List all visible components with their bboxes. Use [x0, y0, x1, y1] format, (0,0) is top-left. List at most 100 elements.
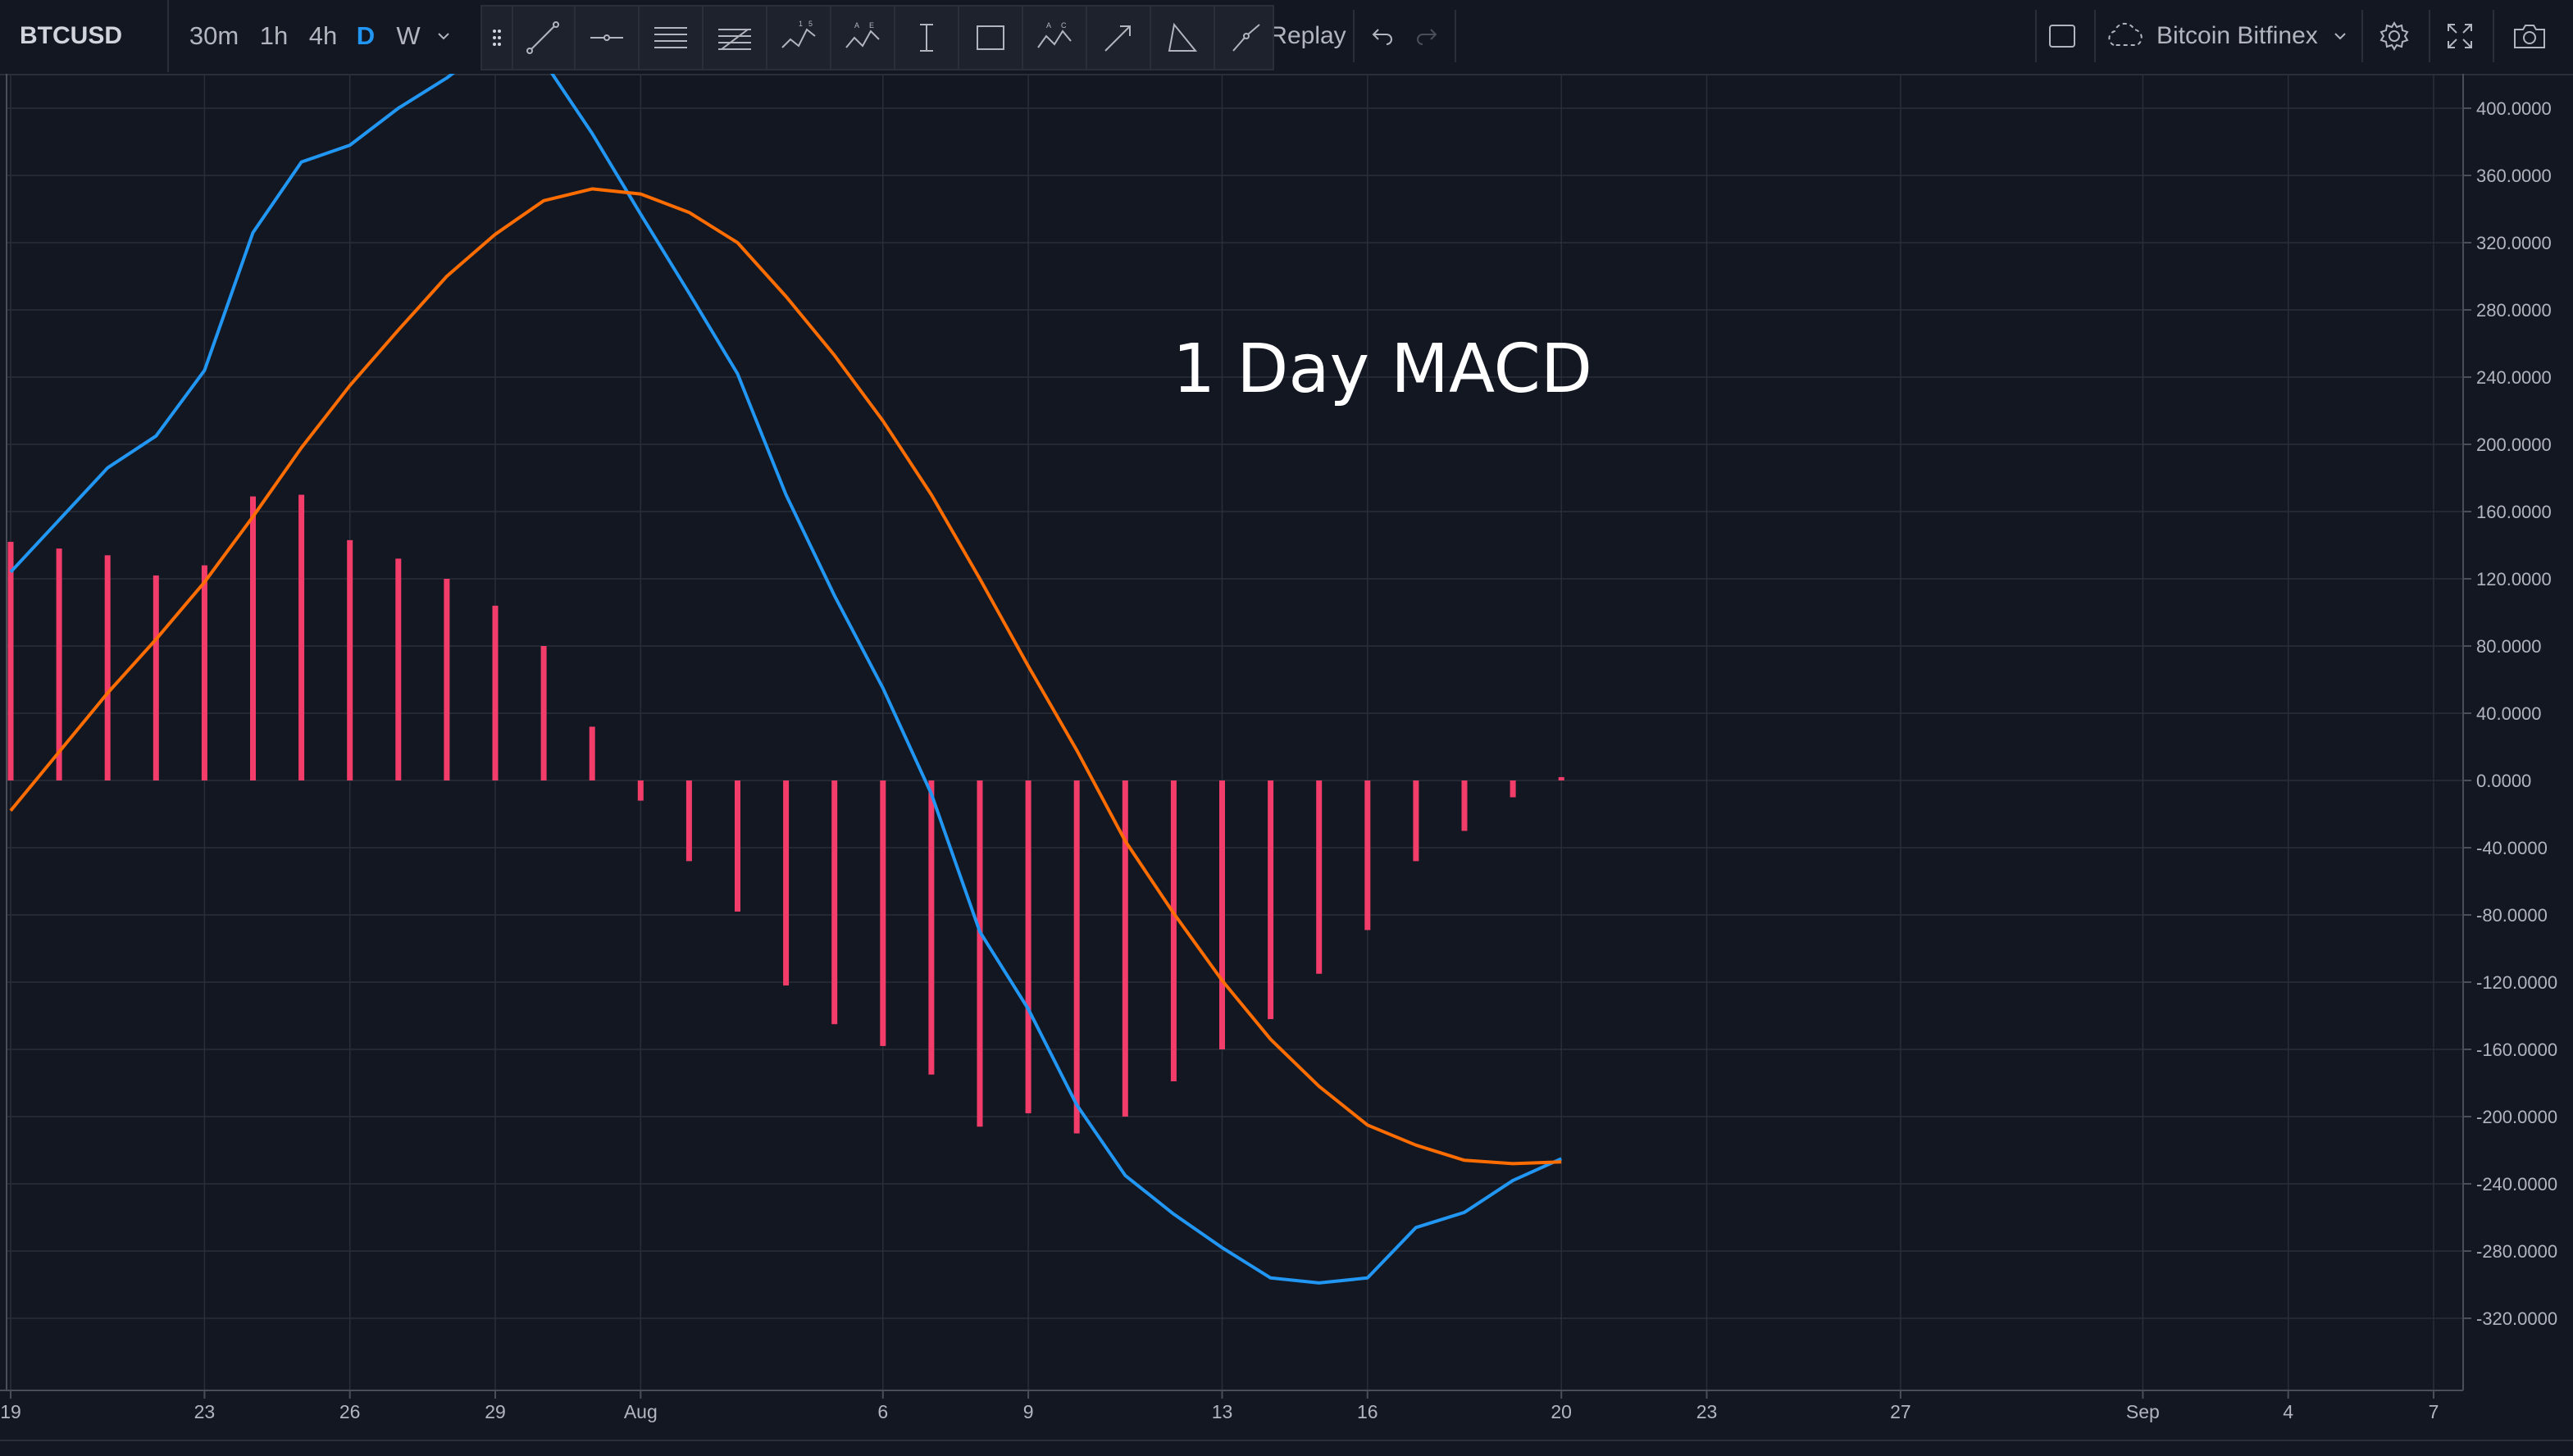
x-tick-label: 16: [1357, 1401, 1378, 1422]
replay-label: Replay: [1269, 22, 1346, 49]
arrow-icon[interactable]: [1087, 7, 1151, 69]
trend-line-icon[interactable]: [512, 7, 576, 69]
fullscreen-icon[interactable]: [2437, 0, 2483, 72]
date-range-icon[interactable]: [895, 7, 959, 69]
undo-icon[interactable]: [1364, 0, 1400, 72]
macd-chart[interactable]: 400.0000 360.0000 320.0000 280.0000 240.0000…: [0, 74, 2573, 1454]
histogram-bar: [637, 780, 644, 801]
histogram-bar: [1558, 776, 1564, 780]
histogram-bar: [492, 605, 499, 780]
histogram-bar: [735, 780, 740, 912]
fib-retracement-icon[interactable]: [704, 7, 767, 69]
svg-text:A: A: [1046, 21, 1051, 30]
exchange-selector[interactable]: Bitcoin Bitfinex: [2104, 0, 2358, 72]
pitchfork-icon[interactable]: [640, 7, 704, 69]
grid-layer: [7, 74, 2463, 1390]
histogram-bar: [56, 548, 62, 780]
rectangle-icon[interactable]: [959, 7, 1023, 69]
axis-layer: 400.0000 360.0000 320.0000 280.0000 240.0000…: [0, 74, 2557, 1422]
histogram-bar: [977, 780, 983, 1127]
histogram-bar: [347, 539, 353, 780]
histogram-bar: [250, 496, 256, 780]
histogram-bar: [444, 579, 450, 780]
settings-gear-icon[interactable]: [2371, 0, 2417, 72]
histogram-bar: [1268, 780, 1274, 1020]
x-tick-label: 19: [0, 1401, 21, 1422]
histogram-bar: [540, 646, 547, 780]
y-tick-label: 320.0000: [2476, 233, 2552, 253]
x-tick-label: 26: [339, 1401, 361, 1422]
y-tick-label: 280.0000: [2476, 300, 2552, 321]
y-tick-label: 0.0000: [2476, 771, 2531, 791]
layout-icon[interactable]: [2042, 0, 2083, 72]
x-tick-label: Aug: [624, 1401, 658, 1422]
histogram-bar: [783, 780, 790, 986]
x-tick-label: 20: [1551, 1401, 1572, 1422]
x-tick-label: 23: [1696, 1401, 1718, 1422]
histogram-bar: [201, 565, 207, 780]
x-tick-label: 4: [2283, 1401, 2293, 1422]
x-tick-label: 23: [194, 1401, 216, 1422]
x-tick-label: 27: [1890, 1401, 1911, 1422]
brush-icon[interactable]: [1215, 7, 1277, 69]
x-tick-label: 6: [877, 1401, 888, 1422]
top-toolbar: BTCUSD 30m 1h 4h D W Replay Bitcoin Bitf…: [0, 0, 2573, 75]
histogram-bar: [1219, 780, 1225, 1049]
timeframe-1h-button[interactable]: 1h: [259, 21, 289, 50]
redo-icon[interactable]: [1409, 0, 1445, 72]
drag-handle-icon[interactable]: [482, 7, 513, 69]
symbol-search-button[interactable]: BTCUSD: [0, 0, 169, 72]
histogram-bar: [1316, 780, 1323, 974]
timeframe-4h-button[interactable]: 4h: [308, 21, 338, 50]
x-tick-label: 9: [1023, 1401, 1034, 1422]
histogram-bar: [831, 780, 838, 1025]
y-tick-label: 400.0000: [2476, 98, 2552, 119]
histogram-bar: [1461, 780, 1468, 831]
histogram-bar: [685, 780, 692, 862]
histogram-bar: [298, 494, 305, 780]
lines-layer: [9, 74, 1563, 1285]
histogram-bar: [1364, 780, 1371, 930]
timeframe-w-button[interactable]: W: [396, 21, 421, 50]
y-tick-label: -200.0000: [2476, 1107, 2557, 1127]
chart-pane[interactable]: 400.0000 360.0000 320.0000 280.0000 240.0000…: [0, 74, 2573, 1454]
timeframe-d-button[interactable]: D: [356, 21, 376, 50]
y-tick-label: -80.0000: [2476, 905, 2548, 926]
svg-text:5: 5: [808, 20, 813, 28]
symbol-label: BTCUSD: [20, 22, 122, 49]
y-tick-label: 120.0000: [2476, 569, 2552, 589]
signal-line: [9, 187, 1562, 1166]
horizontal-ray-icon[interactable]: [576, 7, 640, 69]
y-tick-label: 40.0000: [2476, 703, 2542, 724]
histogram-bar: [1122, 780, 1128, 1117]
timeframe-dropdown-icon[interactable]: [431, 0, 456, 72]
y-tick-label: -280.0000: [2476, 1241, 2557, 1262]
chevron-down-icon: [2334, 33, 2346, 40]
svg-text:A: A: [854, 21, 859, 30]
y-tick-label: 200.0000: [2476, 435, 2552, 455]
histogram-bar: [928, 780, 935, 1075]
macd-line: [9, 74, 1563, 1285]
histogram-bar: [1510, 780, 1516, 798]
histogram-bar: [1170, 780, 1177, 1081]
camera-icon[interactable]: [2502, 0, 2557, 72]
svg-text:1: 1: [799, 20, 803, 28]
y-tick-label: 360.0000: [2476, 166, 2552, 186]
replay-button[interactable]: Replay: [1263, 0, 1353, 72]
cloud-icon: [2108, 22, 2143, 46]
y-tick-label: -240.0000: [2476, 1174, 2557, 1194]
y-tick-label: -120.0000: [2476, 972, 2557, 993]
chart-annotation: 1 Day MACD: [1173, 330, 1592, 408]
svg-text:E: E: [869, 21, 874, 30]
triangle-icon[interactable]: [1151, 7, 1215, 69]
x-tick-label: 29: [485, 1401, 506, 1422]
y-tick-label: 80.0000: [2476, 636, 2542, 657]
histogram-bar: [7, 541, 14, 780]
timeframe-30m-button[interactable]: 30m: [189, 21, 239, 50]
histogram-bar: [589, 726, 595, 780]
histogram-bar: [1413, 780, 1419, 862]
